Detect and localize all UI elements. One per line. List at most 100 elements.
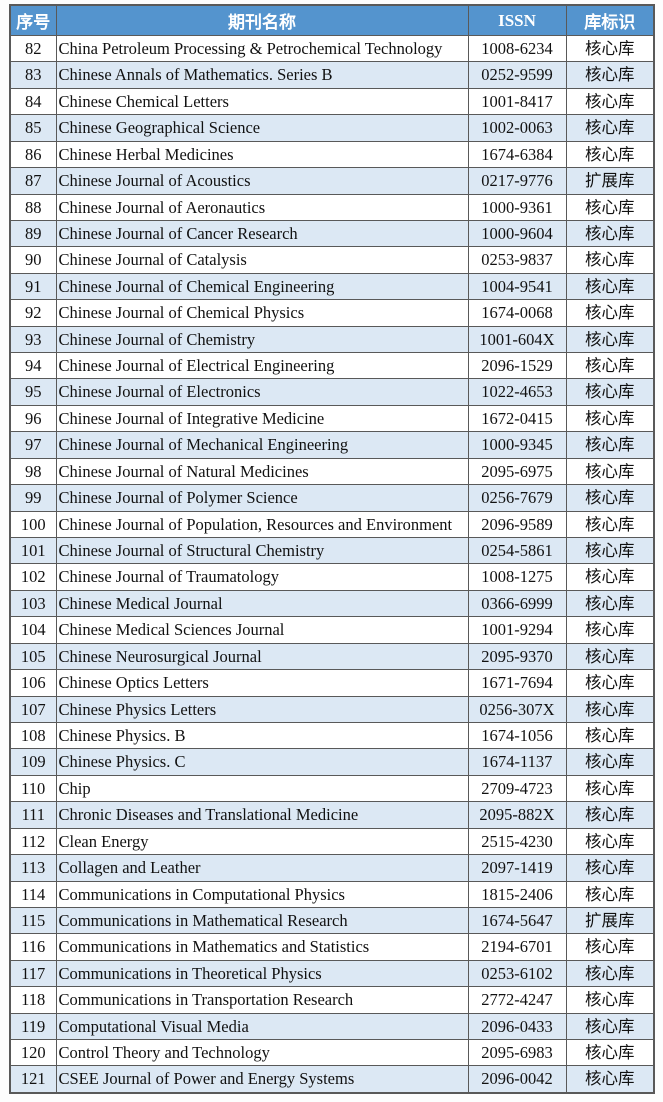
issn-cell: 2097-1419	[467, 854, 567, 882]
journal-name-cell: Communications in Transportation Researc…	[55, 986, 469, 1014]
table-row: 112 Clean Energy 2515-4230 核心库	[9, 827, 655, 856]
table-row: 110 Chip 2709-4723 核心库	[9, 774, 655, 803]
library-tag-cell: 核心库	[565, 404, 655, 433]
library-tag-cell: 核心库	[565, 352, 655, 380]
table-row: 114 Communications in Computational Physi…	[9, 880, 655, 908]
journal-name-cell: Communications in Mathematical Research	[55, 906, 469, 935]
row-number-cell: 107	[9, 695, 57, 723]
row-number-cell: 119	[9, 1012, 57, 1041]
journal-name-cell: Control Theory and Technology	[55, 1039, 469, 1067]
library-tag-cell: 核心库	[565, 34, 655, 63]
table-row: 94 Chinese Journal of Electrical Engineer…	[9, 352, 655, 380]
journal-name-cell: Chinese Journal of Population, Resources…	[55, 510, 469, 539]
table-row: 105 Chinese Neurosurgical Journal 2095-937…	[9, 642, 655, 671]
journal-name-cell: Communications in Mathematics and Statis…	[55, 933, 469, 961]
row-number-cell: 112	[9, 827, 57, 856]
table-row: 93 Chinese Journal of Chemistry 1001-604X 核…	[9, 325, 655, 354]
journal-name-cell: CSEE Journal of Power and Energy Systems	[55, 1065, 469, 1094]
issn-cell: 2772-4247	[467, 986, 567, 1014]
issn-cell: 2194-6701	[467, 933, 567, 961]
row-number-cell: 106	[9, 669, 57, 697]
table-row: 83 Chinese Annals of Mathematics. Series …	[9, 61, 655, 89]
row-number-cell: 100	[9, 510, 57, 539]
row-number-cell: 83	[9, 61, 57, 89]
journal-name-cell: Chinese Herbal Medicines	[55, 140, 469, 169]
library-tag-cell: 核心库	[565, 272, 655, 301]
table-row: 111 Chronic Diseases and Translational Me…	[9, 801, 655, 829]
table-row: 90 Chinese Journal of Catalysis 0253-9837 核…	[9, 246, 655, 274]
row-number-cell: 95	[9, 378, 57, 406]
table-row: 97 Chinese Journal of Mechanical Engineer…	[9, 431, 655, 459]
table-row: 100 Chinese Journal of Population, Resour…	[9, 510, 655, 539]
row-number-cell: 96	[9, 404, 57, 433]
journal-name-cell: Chinese Journal of Aeronautics	[55, 193, 469, 221]
library-tag-cell: 核心库	[565, 642, 655, 671]
journal-name-cell: Computational Visual Media	[55, 1012, 469, 1041]
row-number-cell: 115	[9, 906, 57, 935]
issn-cell: 1674-1056	[467, 721, 567, 750]
table-row: 89 Chinese Journal of Cancer Research 1000…	[9, 219, 655, 248]
issn-cell: 0217-9776	[467, 167, 567, 195]
library-tag-cell: 核心库	[565, 748, 655, 776]
journal-name-cell: Chinese Journal of Electrical Engineerin…	[55, 352, 469, 380]
library-tag-cell: 核心库	[565, 1039, 655, 1067]
row-number-cell: 102	[9, 563, 57, 591]
row-number-cell: 121	[9, 1065, 57, 1094]
table-row: 95 Chinese Journal of Electronics 1022-465…	[9, 378, 655, 406]
library-tag-cell: 核心库	[565, 854, 655, 882]
table-row: 103 Chinese Medical Journal 0366-6999 核心库	[9, 589, 655, 618]
table-row: 98 Chinese Journal of Natural Medicines 20…	[9, 457, 655, 486]
row-number-cell: 90	[9, 246, 57, 274]
journal-name-cell: Chinese Journal of Mechanical Engineerin…	[55, 431, 469, 459]
row-number-cell: 108	[9, 721, 57, 750]
journal-name-cell: Collagen and Leather	[55, 854, 469, 882]
library-tag-cell: 核心库	[565, 537, 655, 565]
row-number-cell: 105	[9, 642, 57, 671]
issn-cell: 1674-5647	[467, 906, 567, 935]
journal-name-cell: Chinese Geographical Science	[55, 114, 469, 142]
journal-name-cell: Chinese Optics Letters	[55, 669, 469, 697]
journal-name-cell: Communications in Theoretical Physics	[55, 959, 469, 988]
issn-cell: 1001-9294	[467, 616, 567, 644]
table-row: 99 Chinese Journal of Polymer Science 0256…	[9, 484, 655, 512]
row-number-cell: 99	[9, 484, 57, 512]
library-tag-cell: 核心库	[565, 589, 655, 618]
issn-cell: 0256-7679	[467, 484, 567, 512]
row-number-cell: 116	[9, 933, 57, 961]
library-tag-cell: 核心库	[565, 616, 655, 644]
row-number-cell: 82	[9, 34, 57, 63]
journal-name-cell: Chinese Journal of Chemical Physics	[55, 299, 469, 327]
journal-name-cell: Clean Energy	[55, 827, 469, 856]
issn-cell: 2709-4723	[467, 774, 567, 803]
journal-name-cell: Chinese Journal of Traumatology	[55, 563, 469, 591]
row-number-cell: 91	[9, 272, 57, 301]
journal-name-cell: Chinese Medical Journal	[55, 589, 469, 618]
table-row: 101 Chinese Journal of Structural Chemist…	[9, 537, 655, 565]
header-serial-number: 序号	[9, 4, 57, 36]
journal-name-cell: Chronic Diseases and Translational Medic…	[55, 801, 469, 829]
journal-name-cell: Chinese Journal of Catalysis	[55, 246, 469, 274]
header-row: 序号 期刊名称 ISSN 库标识	[9, 4, 655, 36]
library-tag-cell: 核心库	[565, 114, 655, 142]
row-number-cell: 88	[9, 193, 57, 221]
journal-name-cell: Chinese Physics. B	[55, 721, 469, 750]
issn-cell: 0254-5861	[467, 537, 567, 565]
row-number-cell: 117	[9, 959, 57, 988]
issn-cell: 0253-9837	[467, 246, 567, 274]
row-number-cell: 86	[9, 140, 57, 169]
issn-cell: 0256-307X	[467, 695, 567, 723]
library-tag-cell: 核心库	[565, 774, 655, 803]
library-tag-cell: 核心库	[565, 563, 655, 591]
journal-name-cell: Chinese Medical Sciences Journal	[55, 616, 469, 644]
journal-name-cell: China Petroleum Processing & Petrochemic…	[55, 34, 469, 63]
issn-cell: 1000-9361	[467, 193, 567, 221]
table-row: 96 Chinese Journal of Integrative Medicin…	[9, 404, 655, 433]
table-body: 82 China Petroleum Processing & Petrochem…	[9, 34, 655, 1094]
table-row: 120 Control Theory and Technology 2095-698…	[9, 1039, 655, 1067]
library-tag-cell: 核心库	[565, 986, 655, 1014]
library-tag-cell: 核心库	[565, 801, 655, 829]
table-row: 118 Communications in Transportation Rese…	[9, 986, 655, 1014]
library-tag-cell: 核心库	[565, 61, 655, 89]
library-tag-cell: 核心库	[565, 827, 655, 856]
